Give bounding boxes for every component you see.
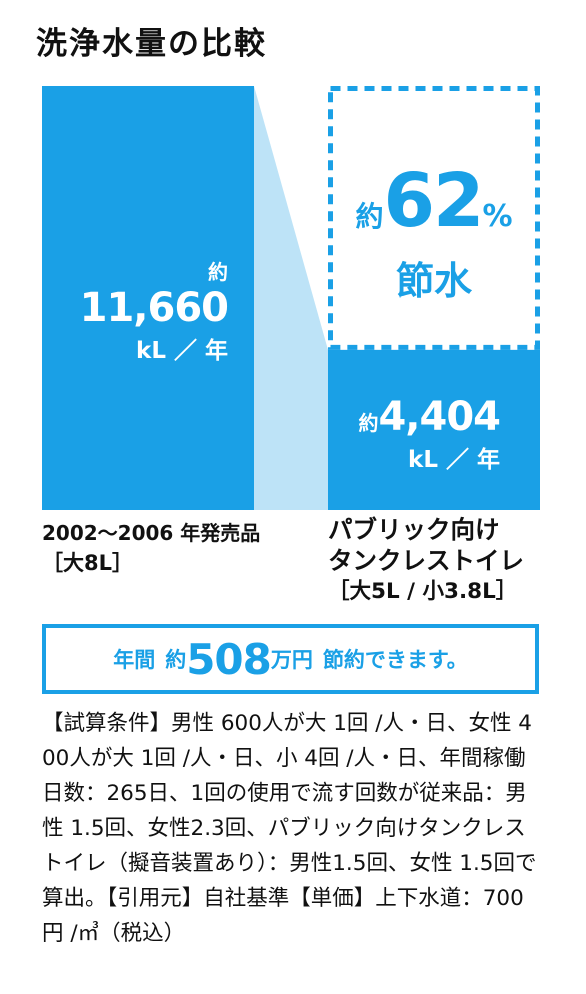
savings-percent: 62 <box>383 158 484 244</box>
category-tankless: パブリック向け タンクレストイレ ［大5L / 小3.8L］ <box>328 514 524 607</box>
summary-amount: 508 <box>186 634 272 684</box>
summary-approx: 約 <box>165 648 187 672</box>
unit-conventional: kL ／ 年 <box>136 338 228 364</box>
category-tankless-line1: パブリック向け <box>328 515 500 544</box>
bar-conventional <box>42 86 254 510</box>
bar-label-conventional: 約11,660 kL ／ 年 <box>66 256 229 365</box>
savings-outline <box>328 86 540 350</box>
savings-prefix: 約 <box>355 200 384 233</box>
savings-label: 節水 <box>395 259 472 303</box>
category-tankless-line3: ［大5L / 小3.8L］ <box>328 579 518 604</box>
unit-tankless: kL ／ 年 <box>408 447 500 473</box>
category-conventional-line1: 2002〜2006 年発売品 <box>42 521 261 545</box>
category-tankless-line2: タンクレストイレ <box>328 546 524 575</box>
approx-prefix: 約 <box>208 260 228 284</box>
savings-annotation: 約62% 節水 <box>334 162 534 302</box>
category-conventional-line2: ［大8L］ <box>42 551 133 575</box>
annual-savings-box: 年間 約 508 万円 節約できます。 <box>42 624 539 694</box>
bar-chart <box>42 86 540 510</box>
bar-tankless <box>328 349 540 510</box>
connector-band <box>254 86 328 510</box>
bar-label-tankless: 約4,404 kL ／ 年 <box>354 394 501 474</box>
page-title: 洗浄水量の比較 <box>36 26 267 62</box>
value-tankless: 4,404 <box>378 394 501 440</box>
calculation-conditions: 【試算条件】男性 600人が大 1回 /人・日、女性 400人が大 1回 /人・… <box>42 711 537 946</box>
savings-percent-sign: % <box>482 199 513 234</box>
summary-unit: 万円 <box>270 648 313 672</box>
category-conventional: 2002〜2006 年発売品 ［大8L］ <box>42 518 260 578</box>
summary-prefix: 年間 <box>113 648 156 672</box>
approx-prefix: 約 <box>358 411 379 435</box>
value-conventional: 11,660 <box>79 285 229 331</box>
summary-suffix: 節約できます。 <box>322 648 468 672</box>
